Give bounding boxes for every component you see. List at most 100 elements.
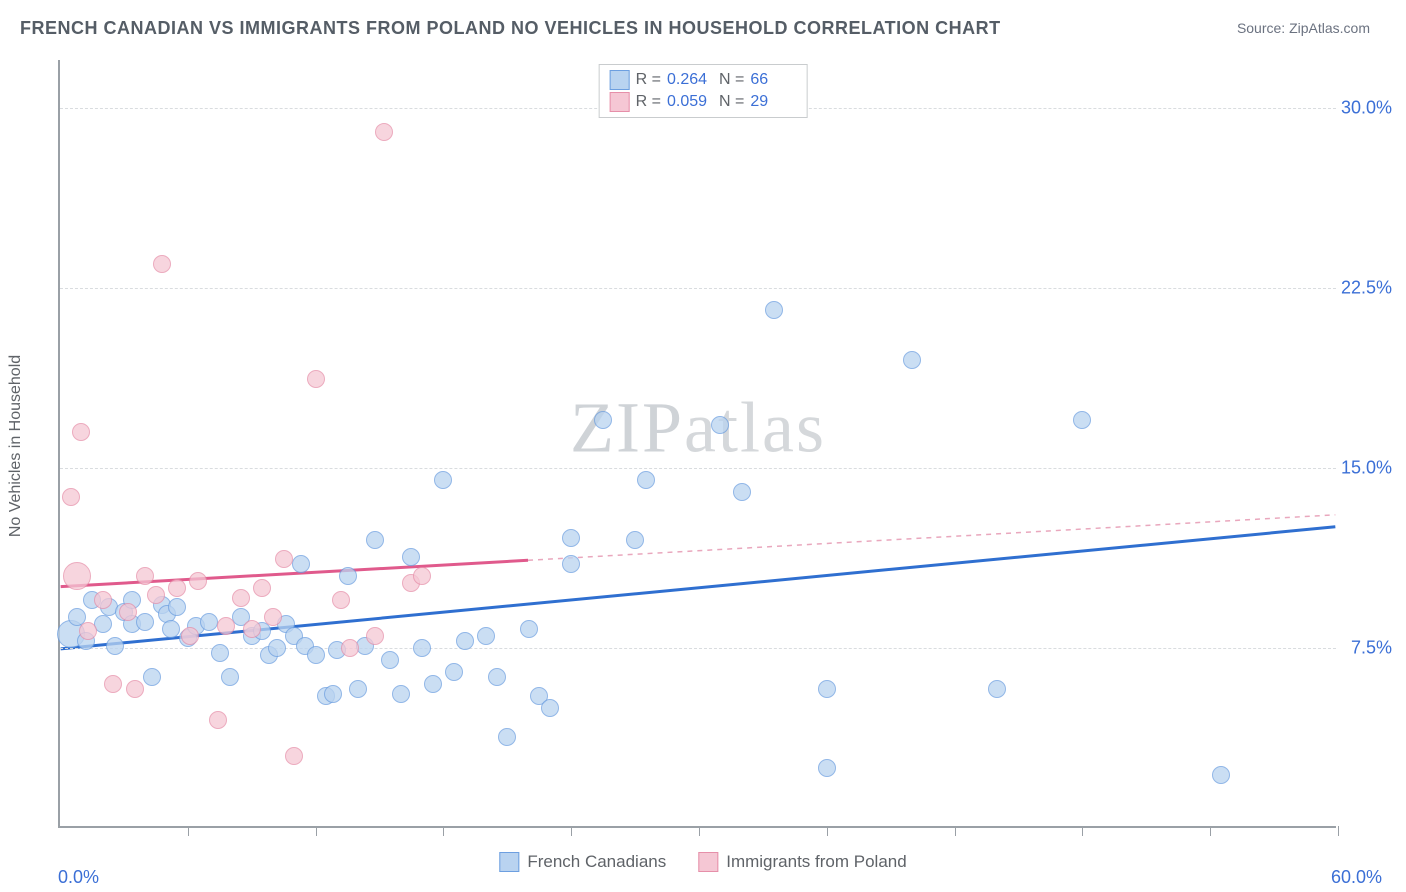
- y-tick-label: 7.5%: [1351, 638, 1392, 659]
- data-point-immigrants_poland: [209, 711, 227, 729]
- legend-item-immigrants_poland: Immigrants from Poland: [698, 852, 906, 872]
- data-point-immigrants_poland: [275, 550, 293, 568]
- data-point-french_canadians: [733, 483, 751, 501]
- swatch-icon: [698, 852, 718, 872]
- legend-item-french_canadians: French Canadians: [499, 852, 666, 872]
- data-point-immigrants_poland: [153, 255, 171, 273]
- data-point-immigrants_poland: [63, 562, 91, 590]
- source-label: Source: ZipAtlas.com: [1237, 20, 1370, 36]
- data-point-french_canadians: [903, 351, 921, 369]
- data-point-french_canadians: [434, 471, 452, 489]
- data-point-french_canadians: [594, 411, 612, 429]
- data-point-immigrants_poland: [168, 579, 186, 597]
- data-point-immigrants_poland: [126, 680, 144, 698]
- legend-series: French Canadians Immigrants from Poland: [499, 852, 906, 872]
- x-tick: [827, 826, 828, 836]
- data-point-french_canadians: [211, 644, 229, 662]
- data-point-french_canadians: [162, 620, 180, 638]
- data-point-french_canadians: [366, 531, 384, 549]
- n-label: N =: [719, 69, 744, 91]
- data-point-french_canadians: [1212, 766, 1230, 784]
- data-point-french_canadians: [456, 632, 474, 650]
- data-point-french_canadians: [402, 548, 420, 566]
- data-point-french_canadians: [168, 598, 186, 616]
- chart-title: FRENCH CANADIAN VS IMMIGRANTS FROM POLAN…: [20, 18, 1001, 39]
- data-point-immigrants_poland: [217, 617, 235, 635]
- swatch-icon: [610, 92, 630, 112]
- data-point-french_canadians: [324, 685, 342, 703]
- data-point-immigrants_poland: [62, 488, 80, 506]
- data-point-french_canadians: [292, 555, 310, 573]
- data-point-immigrants_poland: [285, 747, 303, 765]
- data-point-immigrants_poland: [243, 620, 261, 638]
- data-point-french_canadians: [221, 668, 239, 686]
- plot-area: ZIPatlas: [58, 60, 1336, 828]
- n-value: 29: [750, 91, 796, 113]
- data-point-immigrants_poland: [253, 579, 271, 597]
- data-point-french_canadians: [143, 668, 161, 686]
- data-point-immigrants_poland: [181, 627, 199, 645]
- data-point-french_canadians: [339, 567, 357, 585]
- r-label: R =: [636, 69, 661, 91]
- data-point-immigrants_poland: [332, 591, 350, 609]
- swatch-icon: [610, 70, 630, 90]
- data-point-french_canadians: [307, 646, 325, 664]
- data-point-immigrants_poland: [104, 675, 122, 693]
- x-tick: [316, 826, 317, 836]
- data-point-french_canadians: [1073, 411, 1091, 429]
- r-value: 0.059: [667, 91, 713, 113]
- data-point-french_canadians: [765, 301, 783, 319]
- data-point-french_canadians: [488, 668, 506, 686]
- data-point-immigrants_poland: [147, 586, 165, 604]
- gridline-h: [60, 288, 1336, 289]
- legend-corr-row-french_canadians: R = 0.264 N = 66: [610, 69, 797, 91]
- data-point-immigrants_poland: [119, 603, 137, 621]
- x-tick: [1210, 826, 1211, 836]
- data-point-french_canadians: [106, 637, 124, 655]
- data-point-immigrants_poland: [79, 622, 97, 640]
- data-point-french_canadians: [562, 529, 580, 547]
- data-point-immigrants_poland: [375, 123, 393, 141]
- x-tick: [571, 826, 572, 836]
- n-value: 66: [750, 69, 796, 91]
- data-point-french_canadians: [136, 613, 154, 631]
- gridline-h: [60, 648, 1336, 649]
- data-point-immigrants_poland: [72, 423, 90, 441]
- y-axis-label: No Vehicles in Household: [7, 355, 25, 537]
- data-point-french_canadians: [349, 680, 367, 698]
- data-point-french_canadians: [392, 685, 410, 703]
- data-point-french_canadians: [381, 651, 399, 669]
- x-tick: [1338, 826, 1339, 836]
- x-tick: [443, 826, 444, 836]
- x-tick: [188, 826, 189, 836]
- chart-container: FRENCH CANADIAN VS IMMIGRANTS FROM POLAN…: [0, 0, 1406, 892]
- data-point-french_canadians: [626, 531, 644, 549]
- data-point-immigrants_poland: [341, 639, 359, 657]
- legend-label: Immigrants from Poland: [726, 852, 906, 872]
- n-label: N =: [719, 91, 744, 113]
- data-point-french_canadians: [562, 555, 580, 573]
- data-point-immigrants_poland: [307, 370, 325, 388]
- data-point-immigrants_poland: [94, 591, 112, 609]
- y-tick-label: 15.0%: [1341, 458, 1392, 479]
- x-axis-max-label: 60.0%: [1331, 867, 1382, 888]
- legend-label: French Canadians: [527, 852, 666, 872]
- x-axis-min-label: 0.0%: [58, 867, 99, 888]
- y-tick-label: 22.5%: [1341, 278, 1392, 299]
- data-point-immigrants_poland: [232, 589, 250, 607]
- r-value: 0.264: [667, 69, 713, 91]
- x-tick: [955, 826, 956, 836]
- data-point-immigrants_poland: [136, 567, 154, 585]
- data-point-immigrants_poland: [264, 608, 282, 626]
- data-point-french_canadians: [988, 680, 1006, 698]
- data-point-french_canadians: [445, 663, 463, 681]
- data-point-immigrants_poland: [413, 567, 431, 585]
- data-point-french_canadians: [268, 639, 286, 657]
- data-point-french_canadians: [520, 620, 538, 638]
- swatch-icon: [499, 852, 519, 872]
- data-point-french_canadians: [541, 699, 559, 717]
- data-point-immigrants_poland: [189, 572, 207, 590]
- gridline-h: [60, 468, 1336, 469]
- data-point-french_canadians: [818, 759, 836, 777]
- data-point-french_canadians: [477, 627, 495, 645]
